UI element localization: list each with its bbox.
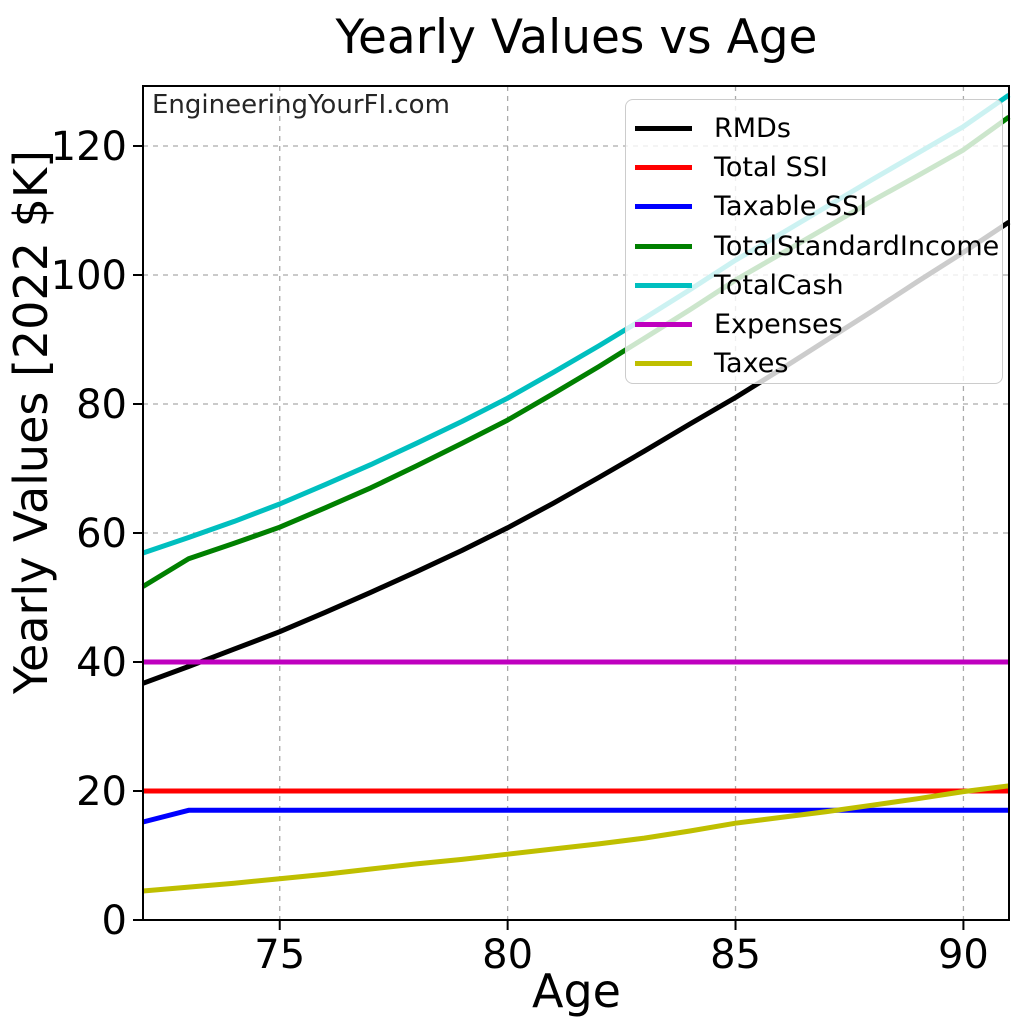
legend-swatch-line <box>635 126 692 132</box>
y-tick-label: 40 <box>76 640 127 686</box>
legend-item-rmds: RMDs <box>626 109 1002 148</box>
legend-item-label: Taxable SSI <box>714 191 868 223</box>
legend-swatch-line <box>635 165 692 171</box>
legend-item-label: Expenses <box>714 309 843 341</box>
y-tick-label: 120 <box>51 124 127 170</box>
legend-box: RMDs Total SSI Taxable SSI TotalStandardInc… <box>625 99 1003 384</box>
legend-swatch-line <box>635 204 692 210</box>
x-tick-label: 80 <box>482 932 533 978</box>
x-tick-label: 85 <box>710 932 761 978</box>
x-tick-label: 90 <box>938 932 989 978</box>
plot-border <box>142 85 1010 921</box>
y-tick-label: 60 <box>76 511 127 557</box>
legend-swatch-line <box>635 282 692 288</box>
y-tick-label: 80 <box>76 382 127 428</box>
chart-title: Yearly Values vs Age <box>335 10 818 65</box>
legend-swatch-line <box>635 361 692 367</box>
x-tick-label: 75 <box>254 932 305 978</box>
legend-item-taxes: Taxes <box>626 344 1002 383</box>
legend-item-expenses: Expenses <box>626 305 1002 344</box>
y-axis-label: Yearly Values [2022 $K] <box>4 150 58 694</box>
y-tick-label: 20 <box>76 769 127 815</box>
series-line-taxes <box>142 783 1010 894</box>
legend-swatch-line <box>635 243 692 249</box>
x-axis-label: Age <box>532 964 621 1018</box>
legend-item-label: Total SSI <box>714 152 828 184</box>
series-line-taxable-ssi <box>142 807 1009 825</box>
legend-item-totalstandardincome: TotalStandardIncome <box>626 227 1002 266</box>
watermark-text: EngineeringYourFI.com <box>152 90 450 120</box>
legend-item-label: TotalCash <box>714 269 844 301</box>
legend-item-totalcash: TotalCash <box>626 266 1002 305</box>
legend-item-total-ssi: Total SSI <box>626 148 1002 187</box>
y-tick-label: 0 <box>102 898 127 944</box>
y-tick-label: 100 <box>51 253 127 299</box>
legend-item-taxable-ssi: Taxable SSI <box>626 187 1002 226</box>
legend-swatch-line <box>635 322 692 328</box>
legend-item-label: Taxes <box>714 348 789 380</box>
legend-item-label: RMDs <box>714 113 791 145</box>
legend-item-label: TotalStandardIncome <box>714 230 1000 262</box>
